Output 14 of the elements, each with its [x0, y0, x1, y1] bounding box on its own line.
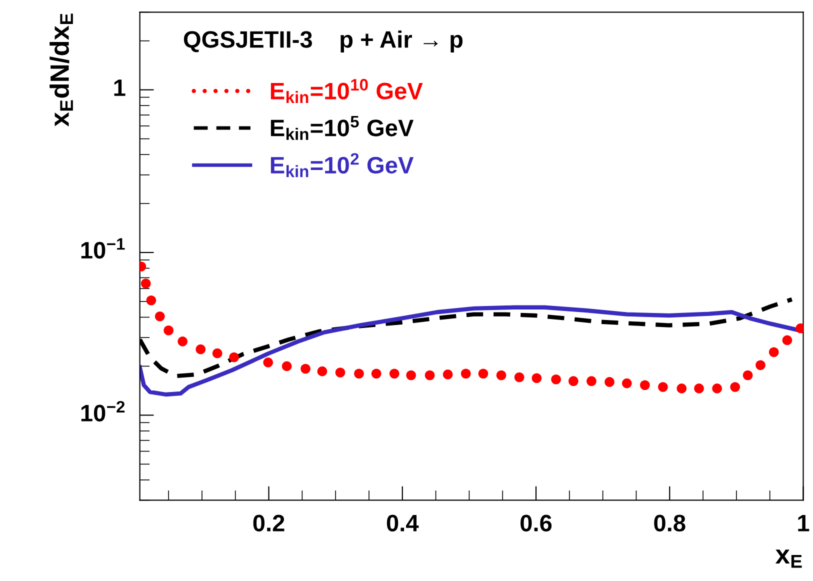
annotation: QGSJETII-3 p + Air → p [184, 30, 463, 52]
x-tick-label: 0.2 [253, 514, 284, 532]
legend-label: E$_{kin}$=10$^{5}$ GeV [270, 116, 414, 140]
x-tick-label: 0.6 [520, 514, 552, 532]
x-tick-label: 0.4 [386, 514, 419, 532]
legend-label: E$_{kin}$=10$^{10}$ GeV [270, 78, 423, 103]
y-tick-label: 10$^{−2}$ [81, 400, 125, 422]
x-tick-label: 0.8 [654, 514, 686, 532]
legend-label: E$_{kin}$=10$^{2}$ GeV [270, 153, 414, 178]
y-axis-title: x$_{E}$dN/dx$_{E}$ [50, 14, 73, 127]
y-tick-label: 1 [114, 80, 126, 96]
x-tick-label: 1 [798, 514, 810, 532]
x-axis-title: x$_{E}$ [775, 550, 802, 568]
y-tick-label: 10$^{−1}$ [81, 238, 125, 259]
